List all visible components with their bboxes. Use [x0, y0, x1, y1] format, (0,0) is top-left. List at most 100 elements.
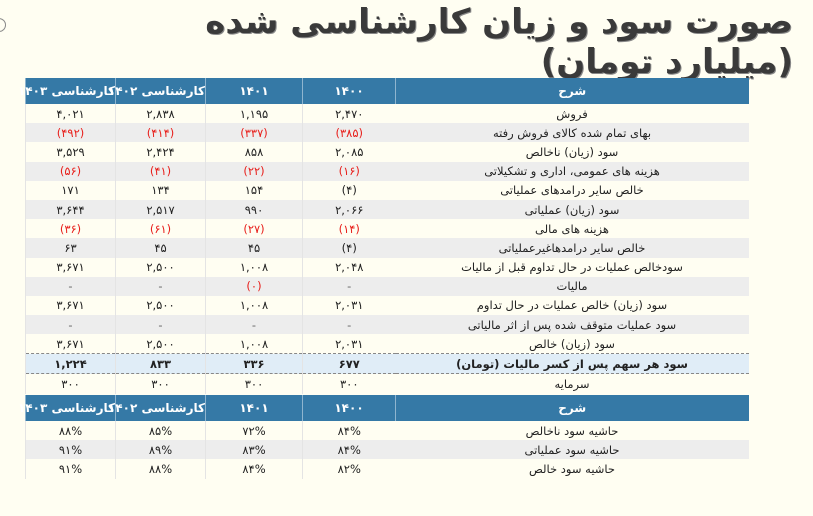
- cell-value: ۲,۰۸۵: [302, 142, 396, 162]
- cell-value: ۴,۰۲۱: [25, 104, 116, 124]
- header-1402: کارشناسی ۱۴۰۲: [108, 395, 206, 421]
- row-label: هزینه های عمومی، اداری و تشکیلاتی: [395, 161, 749, 181]
- table-row: سود (زیان) ناخالص ۲,۰۸۵ ۸۵۸ ۲,۴۲۴ ۳,۵۲۹: [25, 142, 749, 162]
- cell-value: ۲,۰۴۸: [302, 257, 396, 277]
- cell-value: ۳,۶۷۱: [25, 257, 116, 277]
- cell-value: (۳۳۷): [205, 123, 303, 143]
- cell-value: (۳۸۵): [302, 123, 396, 143]
- cell-value: (۱۴): [302, 219, 396, 239]
- cell-value: ۳,۶۴۴: [25, 199, 116, 220]
- table-row: سودخالص عملیات در حال تداوم قبل از مالیا…: [25, 257, 749, 277]
- cell-value: ۹۱%: [25, 459, 116, 479]
- header-1400: ۱۴۰۰: [302, 395, 396, 421]
- cell-value: ۲,۵۰۰: [115, 334, 206, 354]
- edge-icon: [0, 18, 6, 32]
- cell-value: ۲,۴۲۴: [115, 142, 206, 162]
- cell-value: ۸۴%: [302, 440, 396, 460]
- cell-value: -: [115, 315, 206, 335]
- cell-value: ۸۴%: [205, 459, 303, 479]
- table-row: خالص سایر درامدهای عملیاتی (۴) ۱۵۴ ۱۳۴ ۱۷۱: [25, 180, 749, 200]
- cell-value: ۸۳۳: [115, 353, 206, 375]
- cell-value: ۴۵: [115, 238, 206, 258]
- cell-value: ۸۳%: [205, 440, 303, 460]
- cell-value: (۱۶): [302, 161, 396, 181]
- cell-value: -: [302, 315, 396, 335]
- cell-value: ۱۵۴: [205, 180, 303, 200]
- table-row: خالص سایر درامدهاغیرعملیاتی (۴) ۴۵ ۴۵ ۶۳: [25, 238, 749, 258]
- cell-value: (۴۱): [115, 161, 206, 181]
- table-row: سود (زیان) عملیاتی ۲,۰۶۶ ۹۹۰ ۲,۵۱۷ ۳,۶۴۴: [25, 199, 749, 220]
- row-label: مالیات: [395, 276, 749, 296]
- cell-value: ۸۸%: [25, 421, 116, 441]
- row-label: حاشیه سود ناخالص: [525, 423, 619, 438]
- cell-value: ۸۵۸: [205, 142, 303, 162]
- cell-value: ۳۳۶: [205, 353, 303, 375]
- table-row: مالیات - (۰) - -: [25, 276, 749, 296]
- cell-value: ۸۹%: [115, 440, 206, 460]
- row-label: سرمایه: [554, 377, 590, 392]
- header-1403: کارشناسی ۱۴۰۳: [18, 395, 116, 421]
- margins-table: شرح ۱۴۰۰ ۱۴۰۱ کارشناسی ۱۴۰۲ کارشناسی ۱۴۰…: [18, 395, 749, 479]
- cell-value: ۷۲%: [205, 421, 303, 441]
- header-row: شرح ۱۴۰۰ ۱۴۰۱ کارشناسی ۱۴۰۲ کارشناسی ۱۴۰…: [18, 395, 749, 421]
- cell-value: ۲,۵۰۰: [115, 295, 206, 316]
- cell-value: (۰): [205, 276, 303, 296]
- table-row: سود (زیان) خالص ۲,۰۳۱ ۱,۰۰۸ ۲,۵۰۰ ۳,۶۷۱: [25, 334, 749, 354]
- cell-value: ۸۴%: [302, 421, 396, 441]
- cell-value: ۳,۵۲۹: [25, 142, 116, 162]
- row-label: خالص سایر درامدهای عملیاتی: [500, 183, 644, 198]
- cell-value: ۳۰۰: [302, 373, 396, 394]
- table-row: بهای تمام شده کالای فروش رفته (۳۸۵) (۳۳۷)(…: [25, 123, 749, 143]
- cell-value: ۸۸%: [115, 459, 206, 479]
- header-1401: ۱۴۰۱: [205, 78, 303, 104]
- header-1401: ۱۴۰۱: [205, 395, 303, 421]
- cell-value: ۳۰۰: [205, 373, 303, 394]
- cell-value: (۴۹۲): [25, 123, 116, 143]
- cell-value: ۳,۶۷۱: [25, 295, 116, 316]
- cell-value: ۲,۵۰۰: [115, 257, 206, 277]
- table-row: هزینه های عمومی، اداری و تشکیلاتی (۱۶) (۲۲…: [25, 161, 749, 181]
- cell-value: ۳۰۰: [115, 373, 206, 394]
- cell-value: -: [25, 315, 116, 335]
- cell-value: (۴): [302, 180, 396, 200]
- table-row: حاشیه سود ناخالص ۸۴% ۷۲% ۸۵% ۸۸%: [25, 421, 749, 441]
- cell-value: ۱,۰۰۸: [205, 295, 303, 316]
- income-statement-table: شرح ۱۴۰۰ ۱۴۰۱ کارشناسی ۱۴۰۲ کارشناسی ۱۴۰…: [18, 78, 749, 394]
- cell-value: (۳۶): [25, 219, 116, 239]
- table-row: فروش ۲,۴۷۰ ۱,۱۹۵ ۲,۸۳۸ ۴,۰۲۱: [25, 104, 749, 124]
- row-label: سود (زیان) ناخالص: [525, 144, 619, 159]
- row-label: سود (زیان) خالص عملیات در حال تداوم: [476, 298, 668, 313]
- cell-value: ۲,۰۳۱: [302, 334, 396, 354]
- cell-value: ۲,۰۳۱: [302, 295, 396, 316]
- cell-value: (۲۷): [205, 219, 303, 239]
- cell-value: (۵۶): [25, 161, 116, 181]
- cell-value: ۹۱%: [25, 440, 116, 460]
- table-row: حاشیه سود عملیاتی ۸۴% ۸۳% ۸۹% ۹۱%: [25, 440, 749, 460]
- header-1402: کارشناسی ۱۴۰۲: [108, 78, 206, 104]
- cell-value: ۸۲%: [302, 459, 396, 479]
- header-row: شرح ۱۴۰۰ ۱۴۰۱ کارشناسی ۱۴۰۲ کارشناسی ۱۴۰…: [18, 78, 749, 104]
- cell-value: ۴۵: [205, 238, 303, 258]
- cell-value: ۱۳۴: [115, 180, 206, 200]
- row-label: هزینه های مالی: [535, 221, 609, 236]
- cell-value: ۲,۸۳۸: [115, 104, 206, 124]
- header-description: شرح: [395, 78, 749, 104]
- eps-row: سود هر سهم پس از کسر مالیات (تومان) ۶۷۷ ۳۳…: [25, 353, 749, 375]
- row-label: فروش: [556, 106, 588, 121]
- row-label: سود هر سهم پس از کسر مالیات (تومان): [395, 353, 749, 375]
- cell-value: ۱۷۱: [25, 180, 116, 200]
- cell-value: ۱,۰۰۸: [205, 257, 303, 277]
- cell-value: (۲۲): [205, 161, 303, 181]
- cell-value: ۸۵%: [115, 421, 206, 441]
- cell-value: -: [302, 276, 396, 296]
- page-title: صورت سود و زیان کارشناسی شده (میلیارد تو…: [205, 2, 793, 82]
- row-label: بهای تمام شده کالای فروش رفته: [395, 123, 749, 143]
- table-row: سود (زیان) خالص عملیات در حال تداوم ۲,۰۳۱…: [25, 295, 749, 316]
- row-label: خالص سایر درامدهاغیرعملیاتی: [395, 238, 749, 258]
- row-label: سود عملیات متوقف شده پس از اثر مالیاتی: [395, 315, 749, 335]
- table-row: حاشیه سود خالص ۸۲% ۸۴% ۸۸% ۹۱%: [25, 459, 749, 479]
- row-label: حاشیه سود عملیاتی: [395, 440, 749, 460]
- row-label: سود (زیان) عملیاتی: [395, 199, 749, 220]
- cell-value: (۴۱۴): [115, 123, 206, 143]
- cell-value: ۹۹۰: [205, 199, 303, 220]
